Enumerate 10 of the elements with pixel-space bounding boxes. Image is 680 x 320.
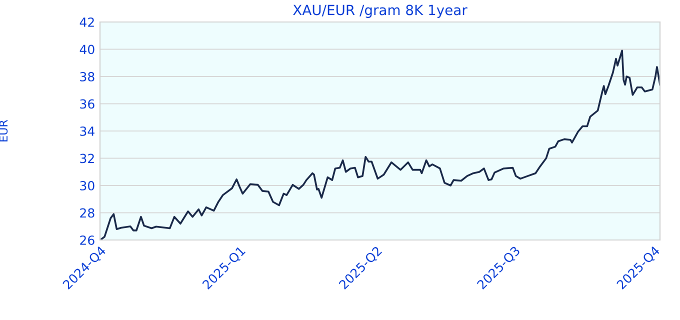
y-tick-label: 32	[80, 154, 94, 164]
y-tick-label: 34	[80, 126, 94, 136]
chart-title: XAU/EUR /gram 8K 1year	[293, 4, 468, 18]
y-tick-label: 28	[80, 208, 94, 218]
y-tick-label: 38	[80, 72, 94, 82]
y-tick-label: 40	[80, 44, 94, 54]
y-tick-label: 36	[80, 99, 94, 109]
y-tick-label: 42	[80, 17, 94, 27]
y-tick-label: 30	[80, 180, 94, 190]
y-tick-label: 26	[80, 235, 94, 245]
